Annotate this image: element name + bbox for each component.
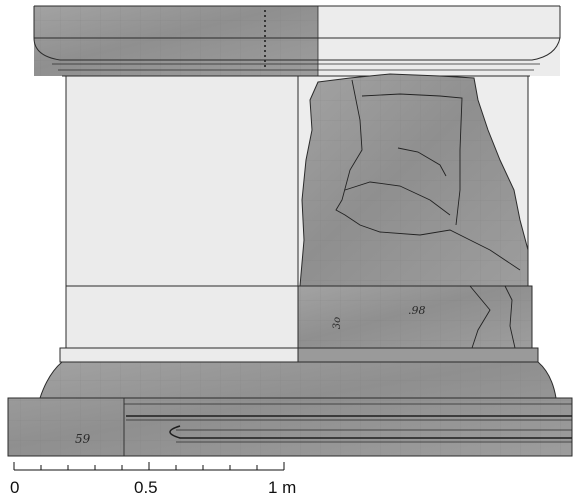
scale-ticks [13,462,285,470]
panel-number-annotation: .98 [408,304,426,317]
scale-bar [13,462,285,471]
die-mark-annotation: 3o [332,316,344,330]
die-restored-section [65,75,299,287]
die-lower-band-restored [65,285,299,349]
scale-label-0: 0 [10,478,20,497]
die [59,73,539,363]
scale-label-0-5: 0.5 [134,478,158,497]
base [7,361,573,457]
scale-label-1m: 1 m [268,478,297,497]
cornice-restored-section [318,6,560,76]
block-number-annotation: 59 [75,432,91,446]
cornice [33,5,561,77]
